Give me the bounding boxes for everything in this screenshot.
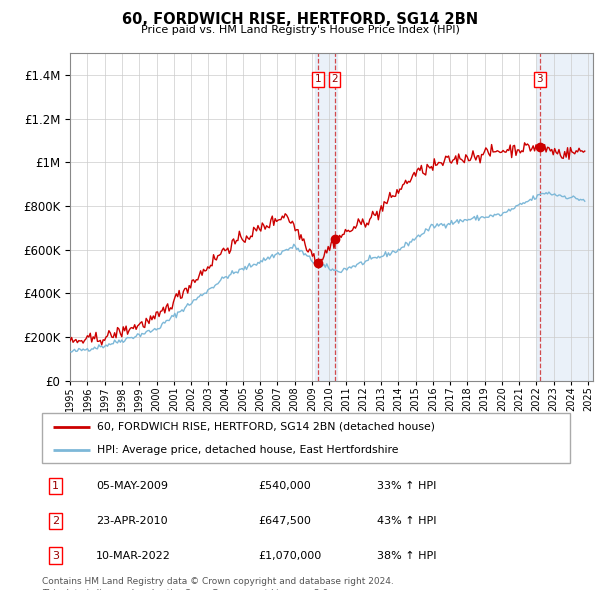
Text: Price paid vs. HM Land Registry's House Price Index (HPI): Price paid vs. HM Land Registry's House … xyxy=(140,25,460,35)
Text: 2: 2 xyxy=(331,74,338,84)
Bar xyxy=(537,53,593,381)
Text: 60, FORDWICH RISE, HERTFORD, SG14 2BN (detached house): 60, FORDWICH RISE, HERTFORD, SG14 2BN (d… xyxy=(97,421,436,431)
Text: 33% ↑ HPI: 33% ↑ HPI xyxy=(377,481,436,491)
Text: 38% ↑ HPI: 38% ↑ HPI xyxy=(377,550,436,560)
Text: 3: 3 xyxy=(52,550,59,560)
Text: £1,070,000: £1,070,000 xyxy=(258,550,321,560)
Text: £540,000: £540,000 xyxy=(258,481,311,491)
Text: Contains HM Land Registry data © Crown copyright and database right 2024.
This d: Contains HM Land Registry data © Crown c… xyxy=(42,577,394,590)
Text: 1: 1 xyxy=(52,481,59,491)
Text: 3: 3 xyxy=(536,74,543,84)
Text: 05-MAY-2009: 05-MAY-2009 xyxy=(96,481,168,491)
Bar xyxy=(316,53,337,381)
Text: 1: 1 xyxy=(314,74,321,84)
Text: 23-APR-2010: 23-APR-2010 xyxy=(96,516,167,526)
Text: £647,500: £647,500 xyxy=(258,516,311,526)
Text: 60, FORDWICH RISE, HERTFORD, SG14 2BN: 60, FORDWICH RISE, HERTFORD, SG14 2BN xyxy=(122,12,478,27)
Text: HPI: Average price, detached house, East Hertfordshire: HPI: Average price, detached house, East… xyxy=(97,445,399,455)
Text: 43% ↑ HPI: 43% ↑ HPI xyxy=(377,516,436,526)
Text: 10-MAR-2022: 10-MAR-2022 xyxy=(96,550,171,560)
Text: 2: 2 xyxy=(52,516,59,526)
